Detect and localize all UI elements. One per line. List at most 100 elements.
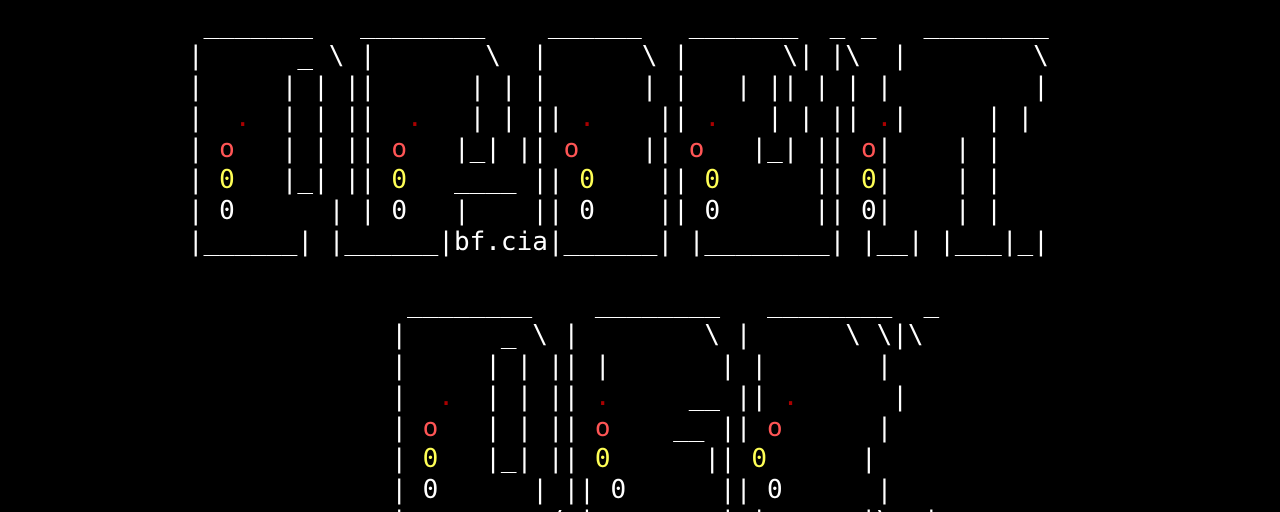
- ascii-art-segment: o: [219, 134, 235, 164]
- ascii-art-segment: | | |: [892, 103, 1034, 133]
- ascii-art-segment: 0: [767, 475, 783, 505]
- ascii-art-segment: |: [0, 165, 220, 195]
- ascii-art-segment: |: [798, 382, 908, 412]
- ascii-art-segment: | | ||: [438, 413, 595, 443]
- ascii-art-segment: | | ||: [234, 134, 392, 164]
- ascii-art-segment: 0: [610, 475, 627, 505]
- ascii-art-segment: |: [0, 382, 439, 412]
- ascii-art-segment: | | ||: [422, 103, 580, 133]
- ascii-art-segment: o: [594, 413, 611, 443]
- ascii-art-segment: |_| ||: [438, 444, 595, 474]
- ascii-art-segment: |: [0, 196, 220, 226]
- ascii-art-segment: .: [407, 103, 423, 133]
- ascii-art-row: ________ ________ ________ _: [0, 289, 1049, 320]
- ascii-art-segment: |: [0, 413, 423, 443]
- ascii-art-segment: | _ \ | \ | \ \|\: [0, 320, 924, 350]
- ascii-art-segment: | | ||: [250, 103, 408, 133]
- ascii-art-row: | _ \ | \ | \ \|\: [0, 320, 1049, 351]
- ascii-art-row: | 0 |_| || 0 || 0 |: [0, 444, 1049, 475]
- ascii-art-segment: .: [234, 103, 251, 133]
- ascii-art-segment: ||: [626, 475, 768, 505]
- ascii-art-segment: ||: [579, 134, 689, 164]
- ascii-art-segment: o: [422, 413, 439, 443]
- ascii-art-row: |______| |______|bf.cia|______| |_______…: [0, 227, 1049, 258]
- ascii-art-segment: | |: [234, 196, 392, 226]
- ascii-art-segment: o: [391, 134, 408, 164]
- ascii-art-segment: __ ||: [610, 413, 768, 443]
- ascii-art-segment: | | | || | | | |: [0, 351, 893, 381]
- ascii-art-segment: |: [782, 475, 893, 505]
- ascii-art-segment: |: [0, 103, 235, 133]
- ascii-art-segment: |_________/ |________| |______|\__|: [0, 506, 939, 512]
- ascii-art-segment: 0: [594, 444, 611, 474]
- ascii-art-canvas: _______ ________ ______ _______ _ _ ____…: [0, 10, 1049, 512]
- ascii-art-segment: |: [782, 413, 893, 443]
- ascii-art-segment: |: [0, 134, 220, 164]
- ascii-art-segment: .: [594, 382, 611, 412]
- ascii-art-row: [0, 258, 1049, 289]
- ascii-art-segment: ||: [720, 165, 861, 195]
- ascii-art-segment: 0: [860, 165, 877, 195]
- ascii-art-row: |_________/ |________| |______|\__|: [0, 506, 1049, 512]
- ascii-art-segment: | ||: [407, 196, 580, 226]
- ascii-art-segment: |______| |______|: [0, 227, 454, 257]
- ascii-art-segment: 0: [579, 165, 595, 195]
- ascii-art-row: | . | | || . __ || . |: [0, 382, 1049, 413]
- ascii-art-row: | . | | || . | | || . || . | | || .| | |: [0, 103, 1049, 134]
- ascii-art-row: | o | | || o __ || o |: [0, 413, 1049, 444]
- ascii-art-segment: | ||: [438, 475, 611, 505]
- ascii-art-row: | | | || | | | |: [0, 351, 1049, 382]
- ascii-art-segment: 0: [704, 165, 721, 195]
- ascii-art-segment: _______ ________ ______ _______ _ _ ____…: [0, 10, 1049, 40]
- ascii-art-segment: 0: [219, 196, 235, 226]
- ascii-art-segment: .: [704, 103, 721, 133]
- ascii-art-segment: ||: [594, 165, 705, 195]
- ascii-art-segment: |_| ||: [407, 134, 564, 164]
- ascii-art-segment: | | ||: [453, 382, 595, 412]
- ascii-art-row: _______ ________ ______ _______ _ _ ____…: [0, 10, 1049, 41]
- ascii-art-segment: |_| ||: [704, 134, 861, 164]
- ascii-art-segment: 0: [704, 196, 721, 226]
- ascii-art-segment: .: [782, 382, 799, 412]
- ascii-art-segment: ||: [594, 196, 705, 226]
- ascii-art-segment: | | |: [876, 196, 1002, 226]
- ascii-art-segment: o: [688, 134, 705, 164]
- ascii-art-row: | o | | || o |_| || o || o |_| || o| | |: [0, 134, 1049, 165]
- ascii-art-segment: o: [563, 134, 580, 164]
- ascii-art-segment: 0: [422, 444, 439, 474]
- ascii-art-segment: | _ \ | \ | \ | \| |\ | \: [0, 41, 1049, 71]
- ascii-art-segment: ________ ________ ________ _: [0, 289, 940, 319]
- ascii-art-row: | 0 | || 0 || 0 |: [0, 475, 1049, 506]
- ascii-art-segment: o: [767, 413, 783, 443]
- ascii-art-segment: | | | || | | | | | | || | | | |: [0, 72, 1049, 102]
- ascii-art-segment: 0: [391, 165, 408, 195]
- ascii-art-segment: |_| ||: [234, 165, 392, 195]
- ascii-art-segment: |______| |________| |__| |___|_|: [547, 227, 1049, 257]
- ascii-art-segment: |: [0, 444, 423, 474]
- ascii-art-row: | _ \ | \ | \ | \| |\ | \: [0, 41, 1049, 72]
- ascii-art-segment: ||: [720, 196, 861, 226]
- ascii-art-segment: 0: [422, 475, 439, 505]
- ascii-art-segment: .: [579, 103, 595, 133]
- ascii-art-segment: 0: [751, 444, 768, 474]
- ascii-art-segment: .: [438, 382, 454, 412]
- ascii-art-segment: 0: [579, 196, 595, 226]
- ascii-art-segment: ||: [594, 103, 705, 133]
- ascii-art-segment: o: [861, 134, 877, 164]
- ascii-art-segment: |: [767, 444, 877, 474]
- ascii-art-row: | 0 |_| || 0 ____ || 0 || 0 || 0| | |: [0, 165, 1049, 196]
- ascii-art-segment: bf.cia: [453, 227, 548, 257]
- ascii-art-segment: .: [876, 103, 893, 133]
- ascii-art-segment: |: [0, 475, 423, 505]
- ascii-art-segment: ____ ||: [407, 165, 580, 195]
- ascii-art-segment: __ ||: [610, 382, 783, 412]
- ascii-art-segment: ||: [610, 444, 752, 474]
- ascii-art-segment: | | ||: [720, 103, 877, 133]
- ascii-art-segment: 0: [391, 196, 408, 226]
- ascii-art-segment: 0: [860, 196, 877, 226]
- ascii-art-segment: | | |: [876, 134, 1002, 164]
- ascii-art-row: | | | || | | | | | | || | | | |: [0, 72, 1049, 103]
- ascii-art-row: | 0 | | 0 | || 0 || 0 || 0| | |: [0, 196, 1049, 227]
- ascii-art-segment: 0: [219, 165, 235, 195]
